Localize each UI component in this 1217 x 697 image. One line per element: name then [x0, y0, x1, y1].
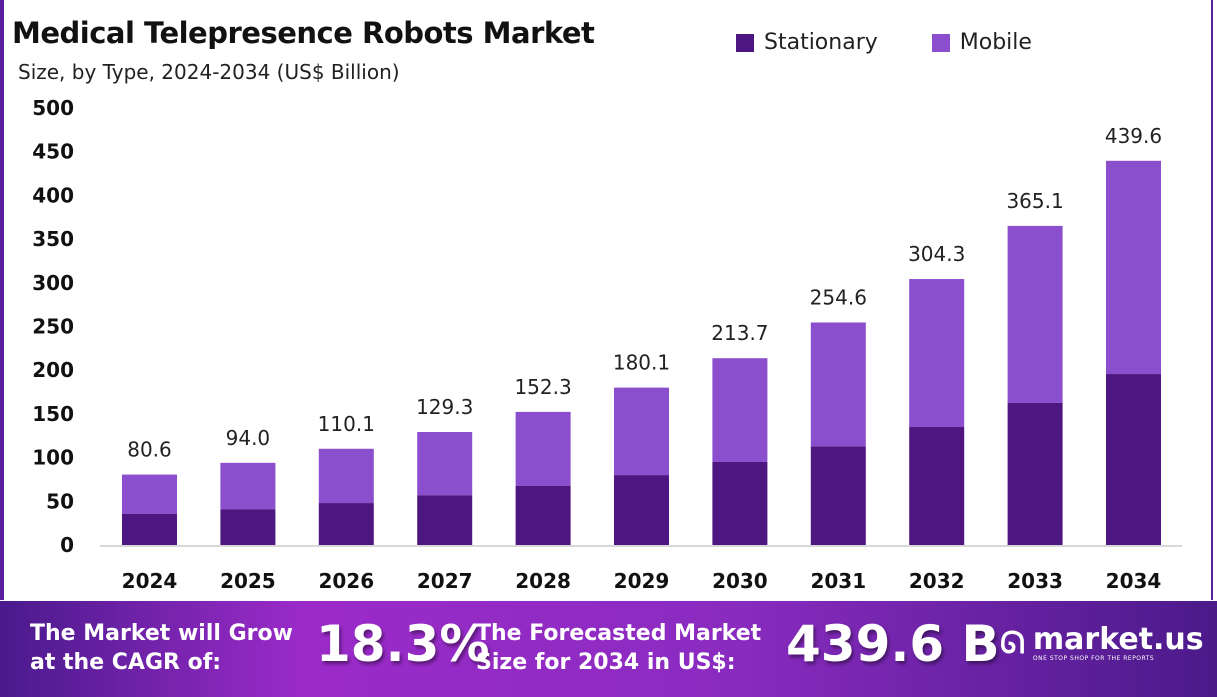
data-label-total: 213.7 [711, 321, 768, 345]
y-tick-label: 100 [32, 446, 74, 470]
bar-mobile-2028 [515, 411, 571, 487]
bar-mobile-2027 [417, 431, 473, 496]
y-tick-label: 0 [60, 533, 74, 557]
x-tick-label: 2026 [318, 569, 374, 593]
brand-name: market.us [1032, 622, 1204, 657]
data-label-total: 129.3 [416, 395, 473, 419]
bar-stationary-2025 [220, 509, 276, 545]
chart-frame [0, 0, 1213, 600]
data-label-total: 254.6 [810, 285, 867, 309]
chart-plot: 0 50 100 150 200 250 300 350 400 450 500 80.6 2024 94… [32, 96, 1182, 593]
legend-swatch-stationary [736, 33, 754, 52]
bar-stationary-2033 [1007, 402, 1063, 545]
bar-stationary-2034 [1106, 374, 1161, 545]
bar-mobile-2032 [909, 279, 965, 428]
y-tick-label: 300 [32, 271, 74, 295]
data-label-total: 180.1 [613, 351, 670, 375]
y-tick-label: 200 [32, 358, 74, 382]
cagr-label-line: at the CAGR of: [30, 650, 222, 675]
bar-stationary-2026 [318, 503, 374, 545]
data-label-total: 80.6 [127, 438, 172, 462]
bar-mobile-2034 [1106, 160, 1161, 375]
legend-item-mobile: Mobile [931, 30, 1032, 55]
cagr-label-line: The Market will Grow [30, 621, 293, 646]
legend-swatch-mobile [931, 33, 950, 52]
x-tick-label: 2024 [122, 569, 178, 593]
market-us-logo-icon: ᘏ [1000, 626, 1025, 661]
bar-stationary-2028 [515, 486, 571, 545]
legend-label: Stationary [764, 30, 878, 55]
x-tick-label: 2025 [220, 569, 276, 593]
bar-mobile-2031 [810, 322, 866, 447]
y-tick-label: 350 [32, 227, 74, 251]
bar-mobile-2033 [1007, 225, 1063, 403]
x-tick-label: 2029 [614, 569, 670, 593]
y-tick-label: 150 [32, 402, 74, 426]
x-tick-label: 2030 [712, 569, 768, 593]
chart-title: Medical Telepresence Robots Market [12, 16, 595, 50]
data-label-total: 304.3 [908, 242, 965, 266]
cagr-value: 18.3% [316, 615, 490, 673]
data-label-total: 439.6 [1105, 124, 1162, 148]
x-tick-label: 2034 [1106, 569, 1162, 593]
cagr-label: The Market will Grow at the CAGR of: [30, 619, 293, 677]
x-tick-label: 2033 [1007, 569, 1063, 593]
bar-stationary-2024 [122, 513, 177, 545]
x-tick-label: 2027 [417, 569, 473, 593]
summary-banner: The Market will Grow at the CAGR of: 18.3… [0, 601, 1217, 697]
bar-mobile-2025 [220, 462, 276, 510]
data-label-total: 94.0 [226, 426, 271, 450]
bar-mobile-2024 [122, 474, 177, 514]
x-tick-label: 2028 [515, 569, 571, 593]
forecast-value: 439.6 B [786, 615, 1000, 673]
bar-mobile-2026 [318, 448, 374, 504]
y-tick-label: 400 [32, 183, 74, 207]
y-tick-label: 450 [32, 140, 74, 164]
bar-stationary-2032 [909, 427, 965, 545]
y-tick-label: 500 [32, 96, 74, 120]
forecast-label: The Forecasted Market Size for 2034 in US… [476, 619, 761, 677]
brand-tagline: ONE STOP SHOP FOR THE REPORTS [1032, 655, 1155, 662]
bar-stationary-2029 [614, 475, 669, 545]
legend-label: Mobile [959, 30, 1032, 55]
y-tick-label: 50 [46, 489, 74, 513]
forecast-label-line: The Forecasted Market [476, 621, 762, 646]
forecast-label-line: Size for 2034 in US$: [476, 650, 736, 675]
bar-stationary-2027 [417, 495, 473, 545]
bar-mobile-2030 [712, 358, 768, 462]
data-label-total: 365.1 [1006, 189, 1063, 213]
data-label-total: 152.3 [514, 375, 571, 399]
x-tick-label: 2032 [909, 569, 965, 593]
chart-subtitle: Size, by Type, 2024-2034 (US$ Billion) [18, 60, 400, 84]
bar-stationary-2030 [712, 461, 768, 545]
bar-stationary-2031 [810, 446, 866, 545]
brand-logo: ᘏ market.us ONE STOP SHOP FOR THE REPORTS [1000, 622, 1204, 663]
legend: Stationary Mobile [736, 30, 1032, 55]
x-tick-label: 2031 [810, 569, 866, 593]
y-tick-label: 250 [32, 315, 74, 339]
bar-mobile-2029 [614, 387, 669, 476]
legend-item-stationary: Stationary [736, 30, 878, 55]
data-label-total: 110.1 [318, 412, 375, 436]
